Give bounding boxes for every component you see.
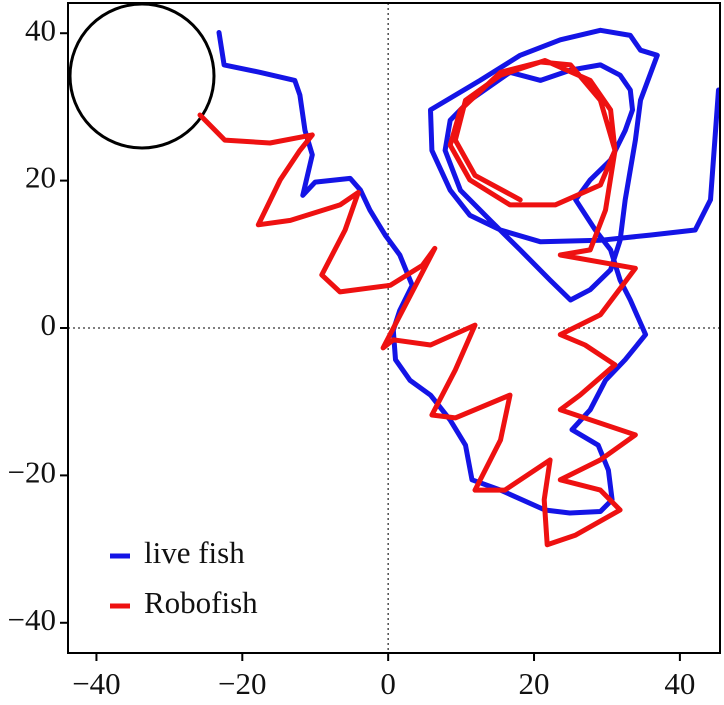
legend-label: live fish	[144, 535, 245, 570]
y-tick-label: −20	[8, 455, 56, 490]
x-tick-label: 0	[380, 666, 396, 701]
x-tick-label: 40	[664, 666, 695, 701]
robofish-start-zone	[68, 2, 216, 150]
x-tick-label: −20	[218, 666, 266, 701]
y-tick-label: 0	[41, 307, 57, 342]
y-tick-label: −40	[8, 602, 56, 637]
y-tick-label: 20	[25, 160, 56, 195]
trajectory	[216, 27, 721, 516]
x-tick-label: −40	[72, 666, 120, 701]
x-tick-label: 20	[519, 666, 550, 701]
legend-label: Robofish	[144, 585, 258, 620]
trajectory	[197, 58, 638, 548]
y-tick-label: 40	[25, 12, 56, 47]
